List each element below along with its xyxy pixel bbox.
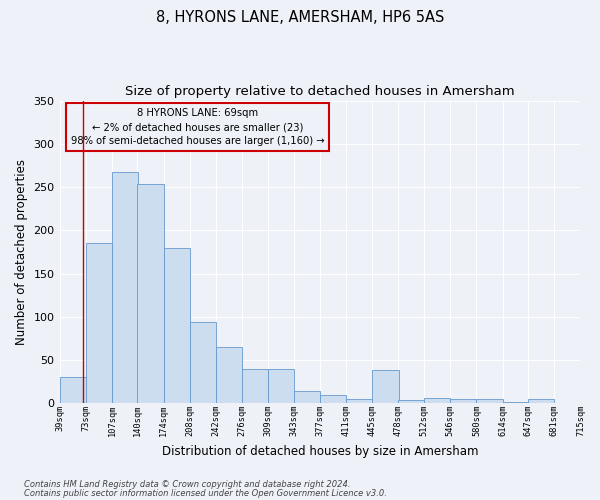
Bar: [528, 399, 554, 404]
Title: Size of property relative to detached houses in Amersham: Size of property relative to detached ho…: [125, 85, 515, 98]
Bar: [424, 398, 450, 404]
Bar: [580, 400, 600, 404]
Bar: [294, 391, 320, 404]
Bar: [450, 399, 476, 404]
Text: 8, HYRONS LANE, AMERSHAM, HP6 5AS: 8, HYRONS LANE, AMERSHAM, HP6 5AS: [156, 10, 444, 25]
Text: Contains public sector information licensed under the Open Government Licence v3: Contains public sector information licen…: [24, 488, 387, 498]
Bar: [398, 400, 424, 404]
Bar: [268, 368, 294, 404]
Bar: [137, 184, 164, 404]
X-axis label: Distribution of detached houses by size in Amersham: Distribution of detached houses by size …: [162, 444, 478, 458]
Bar: [59, 378, 86, 404]
Bar: [476, 399, 503, 404]
Bar: [164, 248, 190, 404]
Bar: [112, 172, 138, 404]
Y-axis label: Number of detached properties: Number of detached properties: [15, 159, 28, 345]
Bar: [320, 394, 346, 404]
Bar: [242, 368, 268, 404]
Bar: [503, 402, 529, 404]
Bar: [190, 322, 216, 404]
Text: Contains HM Land Registry data © Crown copyright and database right 2024.: Contains HM Land Registry data © Crown c…: [24, 480, 350, 489]
Bar: [346, 399, 373, 404]
Bar: [373, 370, 398, 404]
Bar: [86, 244, 112, 404]
Text: 8 HYRONS LANE: 69sqm
← 2% of detached houses are smaller (23)
98% of semi-detach: 8 HYRONS LANE: 69sqm ← 2% of detached ho…: [71, 108, 325, 146]
Bar: [216, 347, 242, 404]
